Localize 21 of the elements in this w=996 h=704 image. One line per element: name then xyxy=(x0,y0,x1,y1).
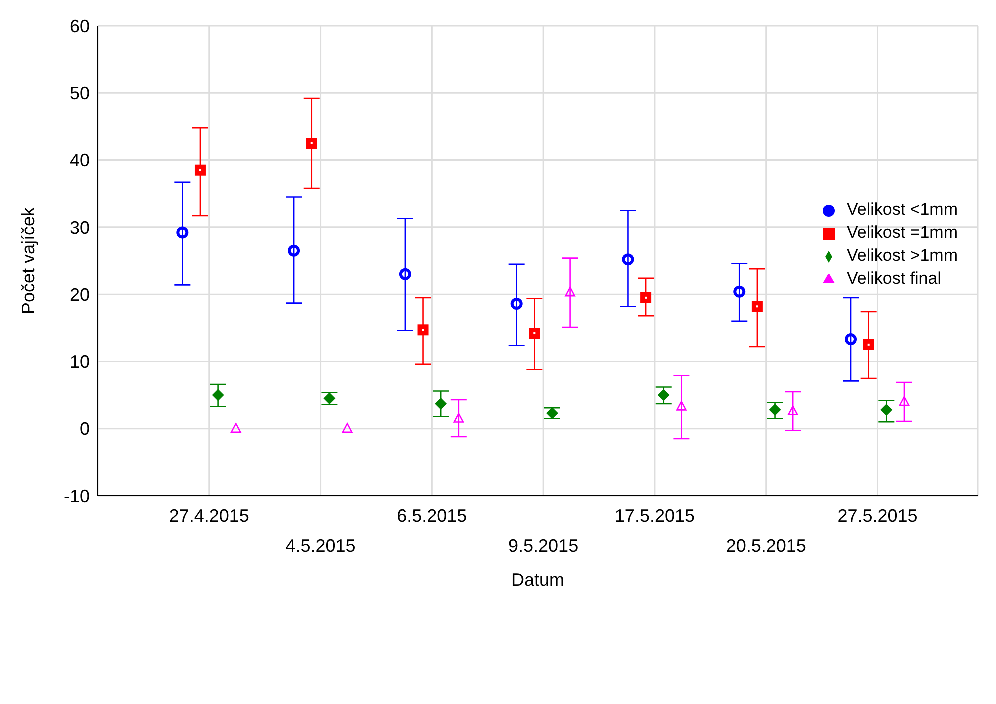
y-axis-title: Počet vajíček xyxy=(18,206,38,315)
y-tick-label: 10 xyxy=(70,352,90,372)
x-tick-label: 4.5.2015 xyxy=(286,536,356,556)
legend-label: Velikost <1mm xyxy=(846,200,958,219)
y-tick-label: 20 xyxy=(70,284,90,305)
x-tick-label: 6.5.2015 xyxy=(397,506,468,526)
x-tick-label: 9.5.2015 xyxy=(508,536,579,556)
legend-label: Velikost >1mm xyxy=(846,246,958,265)
x-tick-label: 27.5.2015 xyxy=(838,506,918,526)
y-tick-label: 30 xyxy=(70,218,90,238)
legend-label: Velikost =1mm xyxy=(846,223,958,242)
x-tick-label: 17.5.2015 xyxy=(614,506,695,526)
y-tick-label: 40 xyxy=(70,150,90,171)
x-tick-label: 20.5.2015 xyxy=(726,536,806,556)
x-tick-label: 27.4.2015 xyxy=(169,506,250,526)
x-axis-title: Datum xyxy=(511,570,565,590)
legend-label: Velikost final xyxy=(846,269,942,288)
y-tick-label: 0 xyxy=(80,419,90,440)
y-tick-label: 50 xyxy=(70,84,90,104)
y-tick-label: 60 xyxy=(70,16,90,36)
y-tick-label: -10 xyxy=(64,486,90,506)
